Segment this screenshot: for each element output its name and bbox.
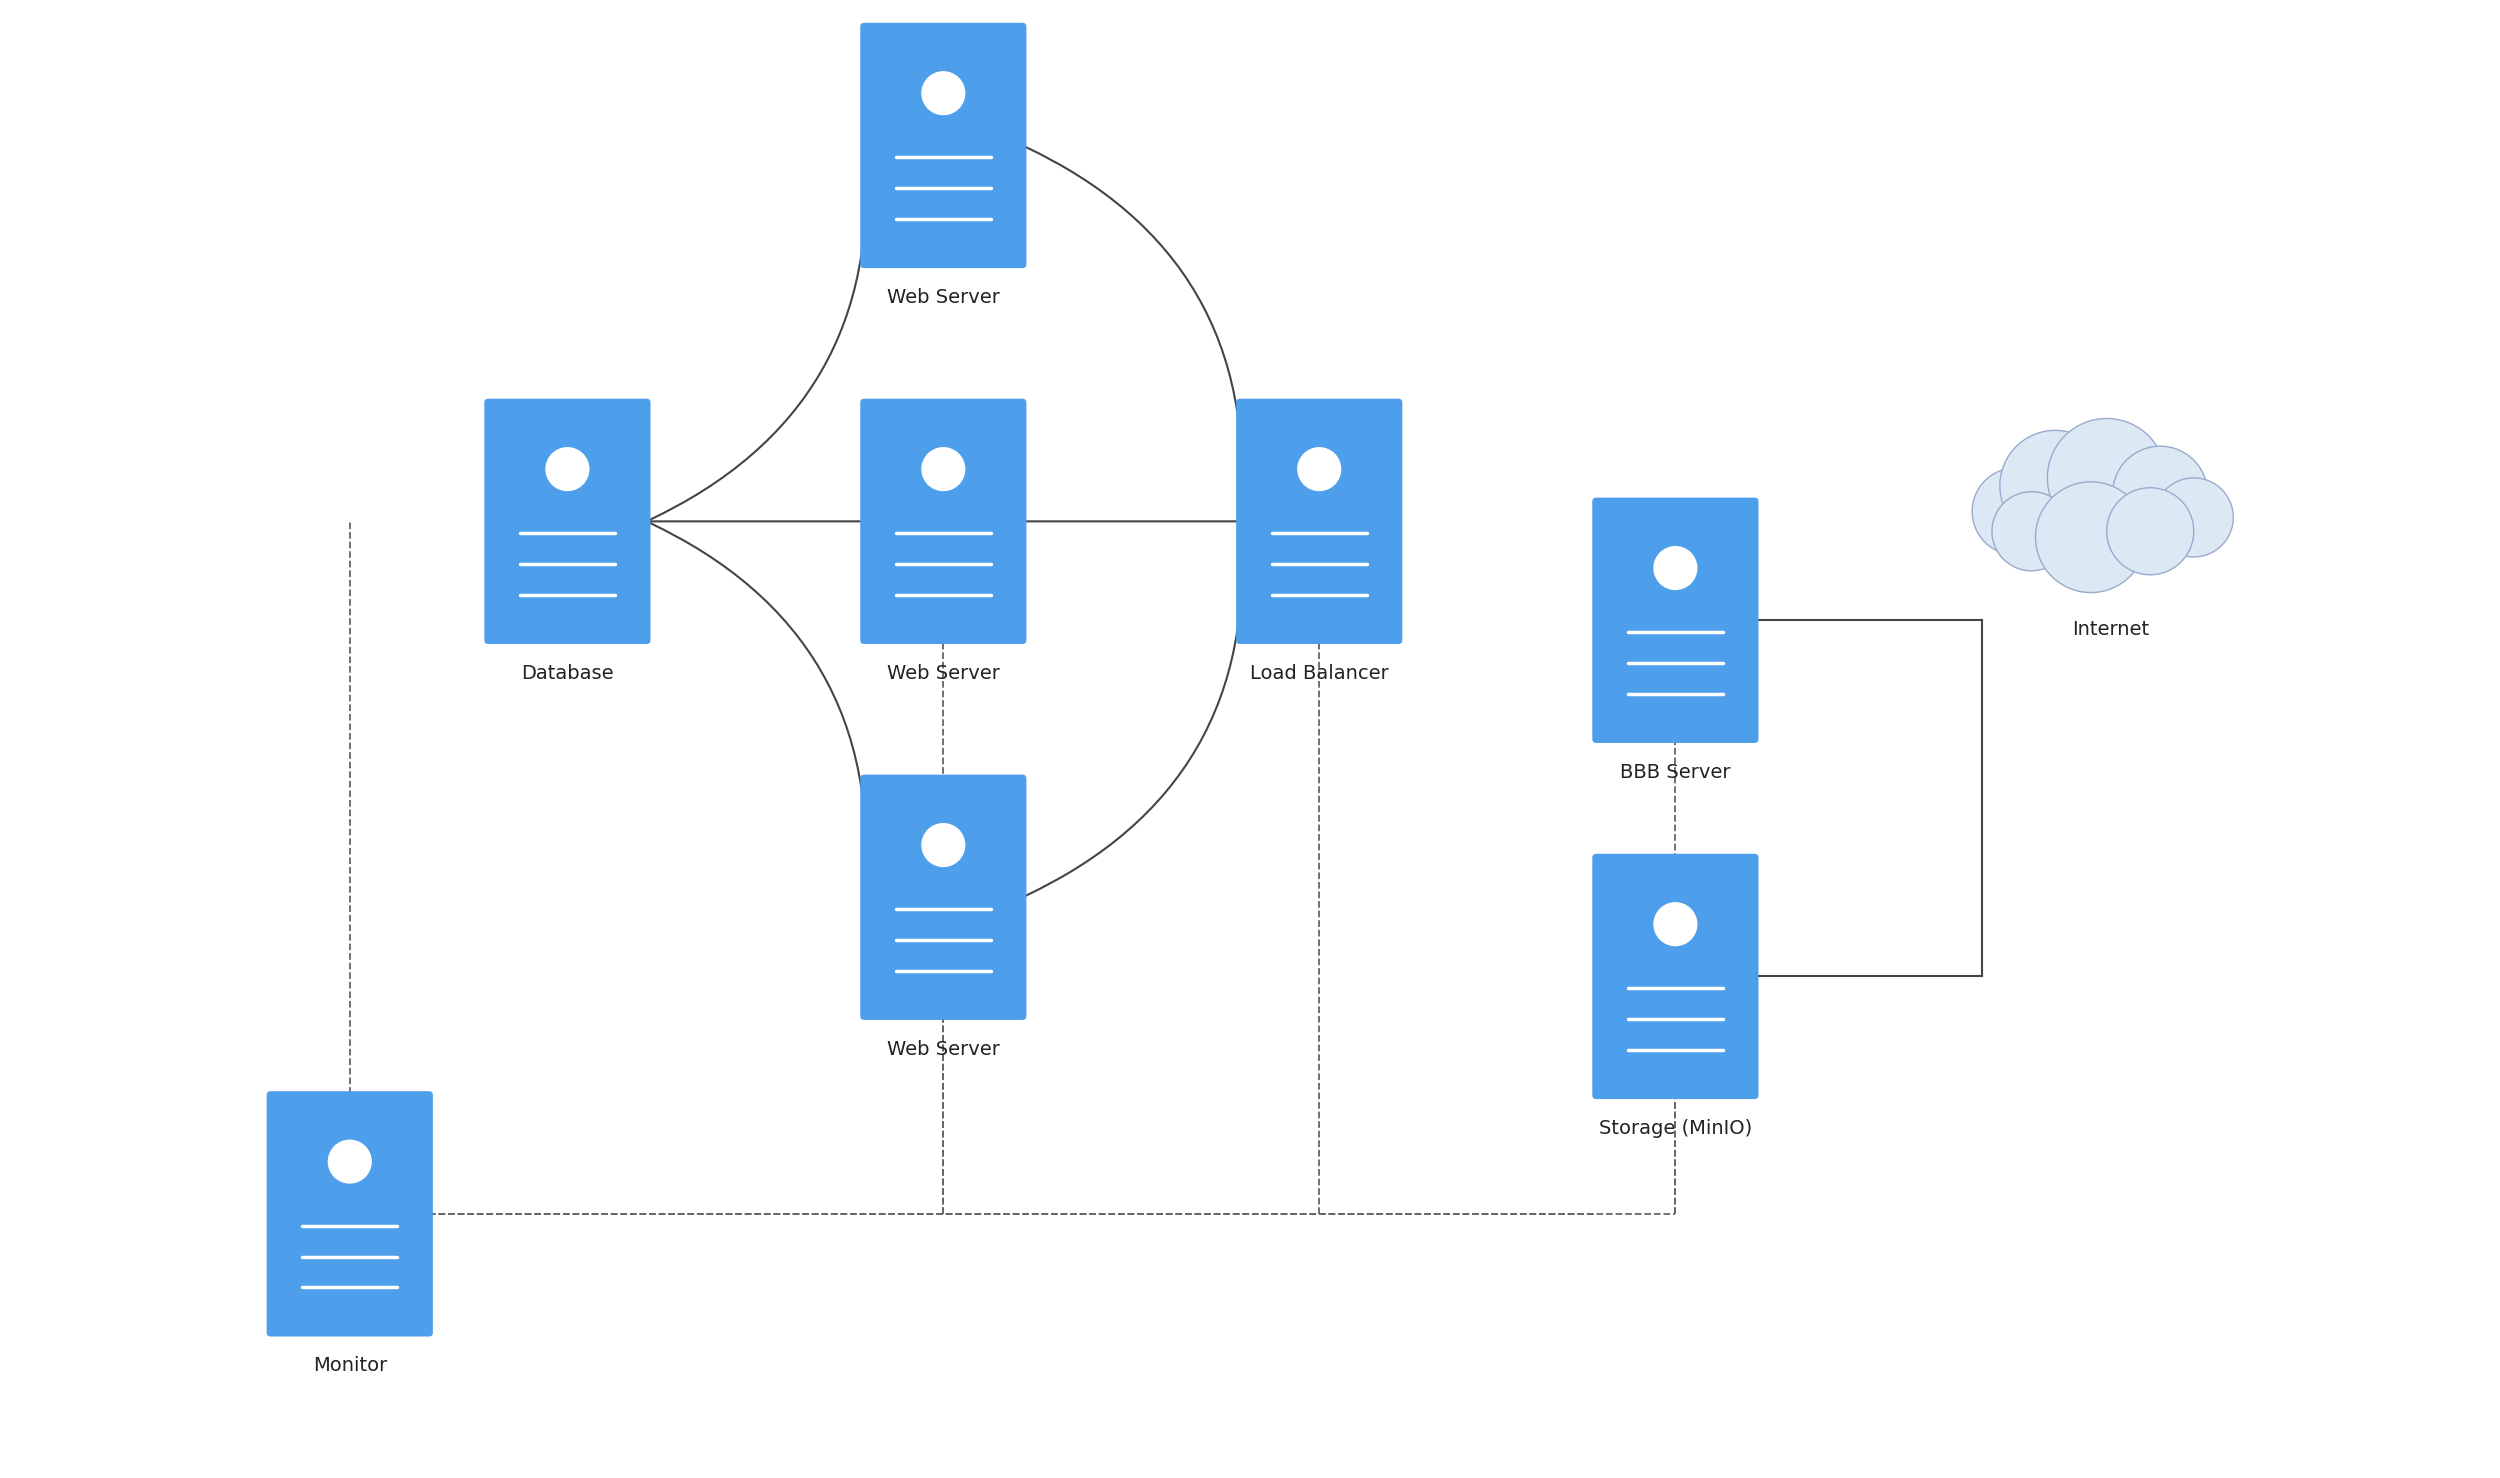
Circle shape [2000,430,2110,541]
Circle shape [1655,903,1698,946]
Circle shape [922,72,965,115]
Circle shape [328,1140,370,1182]
Text: Web Server: Web Server [888,288,1000,307]
Text: Load Balancer: Load Balancer [1250,664,1388,683]
Text: Web Server: Web Server [888,1039,1000,1058]
Circle shape [1972,469,2060,556]
Circle shape [1655,547,1698,590]
Circle shape [2047,418,2165,537]
Text: Storage (MinIO): Storage (MinIO) [1600,1119,1752,1138]
Circle shape [2155,477,2232,557]
Text: Database: Database [520,664,612,683]
Circle shape [1298,448,1340,491]
Circle shape [1992,492,2070,571]
Circle shape [922,823,965,866]
FancyBboxPatch shape [860,399,1028,644]
Text: Monitor: Monitor [312,1357,388,1376]
Text: BBB Server: BBB Server [1620,763,1730,782]
Circle shape [545,448,590,491]
Circle shape [2035,482,2148,593]
FancyBboxPatch shape [1592,854,1757,1100]
FancyBboxPatch shape [1592,498,1757,743]
FancyBboxPatch shape [860,22,1028,268]
Text: Web Server: Web Server [888,664,1000,683]
FancyBboxPatch shape [860,774,1028,1020]
FancyBboxPatch shape [485,399,650,644]
Text: Internet: Internet [2072,621,2150,640]
FancyBboxPatch shape [1235,399,1403,644]
Circle shape [2112,446,2208,541]
Circle shape [2108,488,2195,575]
FancyBboxPatch shape [268,1091,432,1336]
Circle shape [922,448,965,491]
